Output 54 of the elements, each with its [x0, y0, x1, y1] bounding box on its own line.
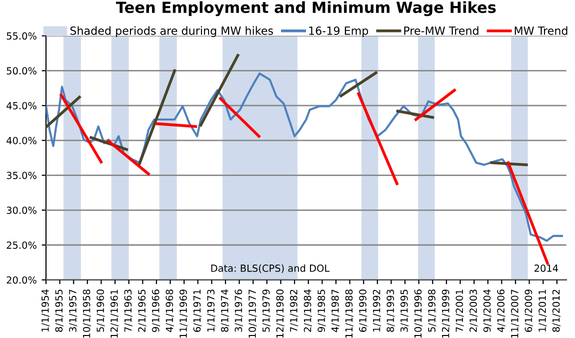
x-tick-label: 12/1/1961 [110, 290, 119, 338]
annotation: Data: BLS(CPS) and DOL [211, 264, 330, 274]
y-tick-label: 20.0% [6, 276, 36, 284]
x-tick-label: 2/1/1965 [138, 290, 146, 332]
x-tick-label: 1/1/1992 [372, 290, 381, 332]
x-tick-label: 10/1/1958 [82, 290, 91, 338]
x-tick-label: 11/1/2007 [510, 290, 520, 338]
x-tick-label: 3/1/1976 [234, 290, 243, 332]
x-tick-label: 1/1/2011 [538, 290, 547, 332]
x-tick-label: 11/1/1988 [345, 290, 354, 338]
x-tick-label: 8/1/2012 [552, 290, 561, 332]
chart-title: Teen Employment and Minimum Wage Hikes [116, 1, 496, 16]
x-tick-label: 8/1/1955 [55, 290, 64, 332]
legend-label: 16-19 Emp [309, 26, 368, 38]
x-tick-label: 2/1/1984 [304, 289, 312, 332]
x-tick-label: 9/1/2004 [483, 289, 492, 332]
x-tick-label: 9/1/1985 [318, 290, 326, 332]
y-tick-label: 50.0% [6, 67, 36, 75]
x-tick-label: 10/1/1977 [248, 290, 257, 338]
x-tick-label: 3/1/1957 [69, 290, 78, 332]
x-tick-label: 6/1/1990 [359, 290, 368, 332]
x-tick-label: 9/1/1966 [152, 290, 160, 332]
x-tick-label: 12/1/1980 [276, 290, 284, 338]
x-tick-label: 1/1/1973 [207, 290, 216, 332]
x-tick-label: 10/1/1996 [414, 290, 422, 338]
band-label: Shaded periods are during MW hikes [70, 26, 273, 38]
x-tick-label: 7/1/1963 [124, 290, 132, 332]
x-tick-label: 5/1/1979 [262, 290, 270, 332]
x-tick-label: 5/1/1998 [428, 290, 436, 332]
x-tick-label: 2/1/2003 [470, 290, 478, 332]
x-tick-label: 12/1/1999 [442, 290, 450, 338]
x-tick-label: 11/1/1969 [180, 290, 188, 338]
x-tick-label: 4/1/1968 [166, 290, 174, 332]
x-tick-label: 7/1/1982 [290, 290, 298, 332]
x-tick-label: 6/1/2009 [524, 290, 533, 332]
x-tick-label: 1/1/1954 [41, 289, 50, 332]
x-tick-label: 3/1/1995 [400, 290, 409, 332]
legend-label: Pre-MW Trend [404, 26, 478, 35]
y-tick-label: 35.0% [6, 172, 36, 180]
x-tick-label: 8/1/1993 [386, 290, 395, 332]
x-tick-label: 6/1/1971 [193, 290, 202, 332]
x-tick-label: 4/1/1987 [331, 290, 340, 332]
x-tick-label: 5/1/1960 [96, 290, 105, 332]
y-tick-label: 40.0% [6, 136, 36, 144]
y-tick-label: 45.0% [6, 102, 36, 110]
x-tick-label: 4/1/2006 [497, 290, 506, 332]
line-series [46, 72, 564, 242]
y-tick-label: 25.0% [6, 241, 36, 249]
annotation: 2014 [534, 264, 558, 272]
legend-label: MW Trend [514, 26, 568, 35]
y-tick-label: 30.0% [6, 206, 36, 214]
y-tick-label: 55.0% [6, 32, 36, 40]
x-tick-label: 7/1/2001 [456, 290, 464, 332]
x-tick-label: 8/1/1974 [220, 289, 230, 332]
